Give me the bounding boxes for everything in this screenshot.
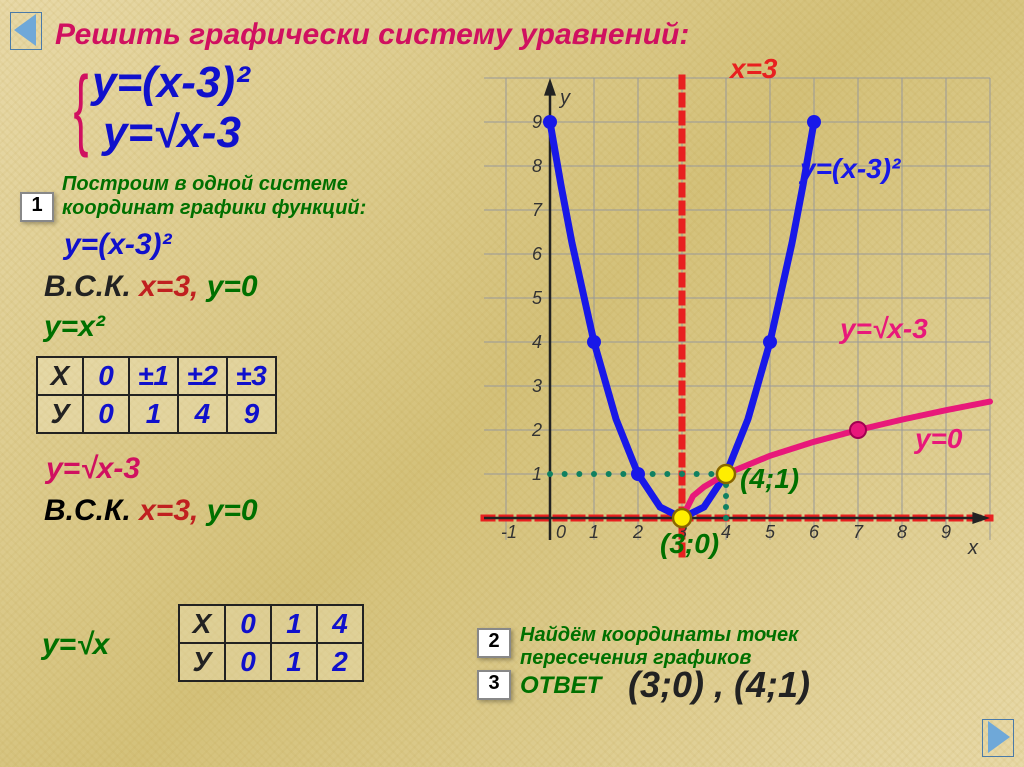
chart-area: -11234567890123456789xyх=3у=(х-3)²у=√х-3…: [470, 48, 1010, 608]
svg-text:х=3: х=3: [728, 53, 778, 84]
svg-text:x: x: [967, 537, 979, 559]
svg-text:2: 2: [632, 522, 643, 542]
table-row: У012: [179, 643, 363, 681]
equation-1: у=(х-3)²: [92, 58, 250, 108]
page-title: Решить графически систему уравнений:: [55, 18, 689, 52]
table-row: Х014: [179, 605, 363, 643]
svg-text:4: 4: [721, 522, 731, 542]
system-brace: {: [74, 64, 89, 154]
svg-text:1: 1: [589, 522, 599, 542]
svg-text:9: 9: [532, 112, 542, 132]
svg-text:1: 1: [532, 464, 542, 484]
svg-text:(3;0): (3;0): [660, 528, 719, 559]
svg-text:4: 4: [532, 332, 542, 352]
func-sqrt: у=√х-3: [46, 452, 140, 486]
func-parabola: у=(х-3)²: [64, 228, 172, 262]
step-badge-3: 3: [477, 670, 511, 700]
svg-text:6: 6: [809, 522, 820, 542]
answer-label: ОТВЕТ: [520, 672, 601, 700]
svg-text:5: 5: [532, 288, 543, 308]
svg-text:8: 8: [897, 522, 907, 542]
svg-text:у=0: у=0: [913, 423, 963, 454]
table-row: У0149: [37, 395, 276, 433]
vertex-coords-2: В.С.К. х=3, у=0: [44, 494, 258, 528]
svg-text:7: 7: [532, 200, 543, 220]
table-sqrt: Х014 У012: [178, 604, 364, 682]
svg-text:9: 9: [941, 522, 951, 542]
step-badge-1: 1: [20, 192, 54, 222]
step-badge-2: 2: [477, 628, 511, 658]
svg-text:(4;1): (4;1): [740, 463, 799, 494]
table-row: Х0±1±2±3: [37, 357, 276, 395]
svg-text:3: 3: [532, 376, 542, 396]
svg-text:8: 8: [532, 156, 542, 176]
svg-text:у=√х-3: у=√х-3: [838, 313, 928, 344]
func-base-parabola: у=х²: [44, 310, 105, 344]
svg-text:-1: -1: [501, 522, 517, 542]
svg-text:0: 0: [556, 522, 566, 542]
svg-text:2: 2: [531, 420, 542, 440]
equation-2: у=√х-3: [103, 108, 241, 158]
func-base-sqrt: у=√х: [42, 628, 109, 662]
svg-text:7: 7: [853, 522, 864, 542]
svg-text:6: 6: [532, 244, 543, 264]
table-parabola: Х0±1±2±3 У0149: [36, 356, 277, 434]
step1-text: Построим в одной системе координат графи…: [62, 172, 452, 220]
svg-text:у=(х-3)²: у=(х-3)²: [798, 153, 901, 184]
svg-text:5: 5: [765, 522, 776, 542]
vertex-coords-1: В.С.К. х=3, у=0: [44, 270, 258, 304]
svg-text:y: y: [558, 87, 571, 109]
answer-value: (3;0) , (4;1): [628, 664, 810, 706]
